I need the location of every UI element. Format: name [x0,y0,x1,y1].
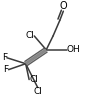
Text: F: F [3,65,9,74]
Text: Cl: Cl [33,87,42,96]
Text: O: O [59,1,67,11]
Text: OH: OH [67,45,81,54]
Text: Cl: Cl [25,31,34,40]
Text: F: F [2,53,7,62]
Text: Cl: Cl [29,75,38,84]
